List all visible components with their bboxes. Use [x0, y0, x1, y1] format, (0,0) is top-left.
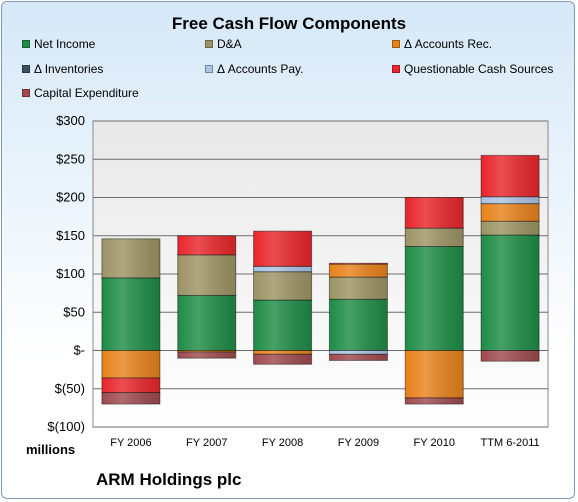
bar-segment-shading: [405, 228, 464, 247]
y-tick-label: $200: [56, 190, 85, 205]
y-tick-label: $-: [73, 343, 85, 358]
legend-label: Capital Expenditure: [34, 86, 139, 100]
bar-segment-shading: [481, 350, 540, 362]
x-tick-label: TTM 6-2011: [481, 437, 540, 449]
legend-label: Δ Accounts Rec.: [404, 37, 493, 51]
bar-segment-shading: [253, 300, 312, 351]
legend-swatch: [205, 65, 213, 73]
bar-segment-shading: [101, 392, 160, 405]
legend-swatch: [392, 40, 400, 48]
bar-segment-shading: [253, 350, 312, 355]
chart-title: Free Cash Flow Components: [171, 14, 407, 33]
bar-segment-shading: [177, 350, 236, 353]
bar-segment-shading: [405, 197, 464, 229]
units-label: millions: [26, 442, 76, 457]
bar-segment-shading: [253, 271, 312, 301]
legend-swatch: [22, 89, 30, 97]
bar-segment-shading: [177, 235, 236, 255]
legend-swatch: [22, 40, 30, 48]
bar-segment-shading: [101, 277, 160, 351]
bar-segment-shading: [329, 354, 388, 361]
y-tick-label: $100: [56, 266, 85, 281]
y-tick-label: $50: [63, 304, 85, 319]
y-tick-label: $(100): [47, 419, 85, 434]
bar-segment-shading: [405, 246, 464, 351]
legend-label: Net Income: [34, 37, 96, 51]
x-tick-label: FY 2008: [262, 437, 303, 449]
bar-segment-shading: [329, 263, 388, 265]
legend-item: Δ Accounts Rec.: [392, 37, 492, 51]
bar-segment-shading: [481, 203, 540, 222]
bar-segment-shading: [253, 354, 312, 365]
legend-label: Δ Accounts Pay.: [217, 62, 304, 76]
company-label: ARM Holdings plc: [96, 470, 242, 489]
bar-segment-shading: [177, 254, 236, 296]
bar-segment-shading: [101, 378, 160, 393]
bar-segment-shading: [177, 295, 236, 351]
bar-segment-shading: [481, 196, 540, 204]
legend-item: Net Income: [22, 37, 95, 51]
legend-item: D&A: [205, 37, 242, 51]
bar-segment-shading: [481, 234, 540, 351]
legend-label: D&A: [217, 37, 242, 51]
y-tick-label: $(50): [55, 381, 85, 396]
legend-item: Δ Accounts Pay.: [205, 62, 304, 76]
bar-segment-shading: [253, 231, 312, 267]
bar-segment-shading: [481, 155, 540, 197]
bar-segment-shading: [253, 266, 312, 272]
bar-segment-shading: [481, 221, 540, 235]
legend-label: Δ Inventories: [34, 62, 104, 76]
y-tick-label: $250: [56, 151, 85, 166]
legend-swatch: [22, 65, 30, 73]
bar-segment-shading: [329, 277, 388, 300]
bar-segment-shading: [405, 350, 464, 398]
bar-segment-shading: [101, 350, 160, 379]
bar-segment-shading: [329, 264, 388, 278]
bar-segment-shading: [329, 350, 388, 355]
y-tick-label: $300: [56, 113, 85, 128]
legend-label: Questionable Cash Sources: [404, 62, 554, 76]
bar-segment-shading: [101, 238, 160, 278]
bar-segment-shading: [329, 299, 388, 351]
x-tick-label: FY 2007: [186, 437, 227, 449]
legend-item: Questionable Cash Sources: [392, 62, 553, 76]
legend-item: Δ Inventories: [22, 62, 103, 76]
y-tick-label: $150: [56, 228, 85, 243]
x-tick-label: FY 2009: [338, 437, 379, 449]
x-tick-label: FY 2010: [414, 437, 455, 449]
x-tick-label: FY 2006: [110, 437, 151, 449]
legend-swatch: [392, 65, 400, 73]
bar-segment-shading: [177, 352, 236, 359]
legend-swatch: [205, 40, 213, 48]
legend-item: Capital Expenditure: [22, 86, 139, 100]
bar-segment-shading: [405, 397, 464, 405]
